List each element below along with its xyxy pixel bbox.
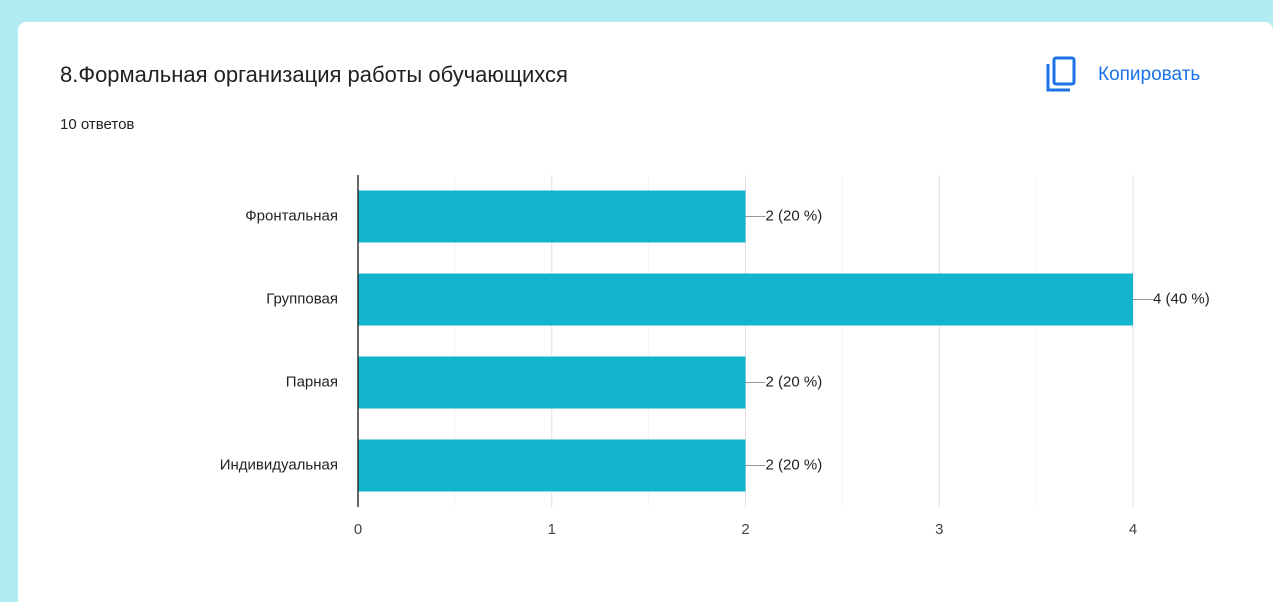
x-tick-label: 3 xyxy=(935,521,943,538)
chart-title: 8.Формальная организация работы обучающи… xyxy=(60,62,568,87)
copy-button[interactable]: Копировать xyxy=(1046,56,1200,92)
bar xyxy=(358,190,746,243)
x-tick-label: 4 xyxy=(1129,521,1137,538)
x-tick-label: 2 xyxy=(741,521,749,538)
bar xyxy=(358,273,1133,326)
subtitle: 10 ответов xyxy=(60,116,134,133)
y-tick-label: Парная xyxy=(286,373,338,390)
value-label: 4 (40 %) xyxy=(1153,290,1210,307)
y-tick-label: Индивидуальная xyxy=(220,456,338,473)
copy-icon xyxy=(1046,64,1070,92)
bar xyxy=(358,439,746,492)
x-tick-label: 1 xyxy=(548,521,556,538)
y-tick-label: Групповая xyxy=(266,290,338,307)
x-tick-label: 0 xyxy=(354,521,362,538)
value-label: 2 (20 %) xyxy=(766,456,823,473)
value-label: 2 (20 %) xyxy=(766,373,823,390)
y-tick-label: Фронтальная xyxy=(245,207,338,224)
bar xyxy=(358,356,746,409)
copy-icon xyxy=(1052,56,1076,86)
value-label: 2 (20 %) xyxy=(766,207,823,224)
copy-label[interactable]: Копировать xyxy=(1098,64,1200,85)
